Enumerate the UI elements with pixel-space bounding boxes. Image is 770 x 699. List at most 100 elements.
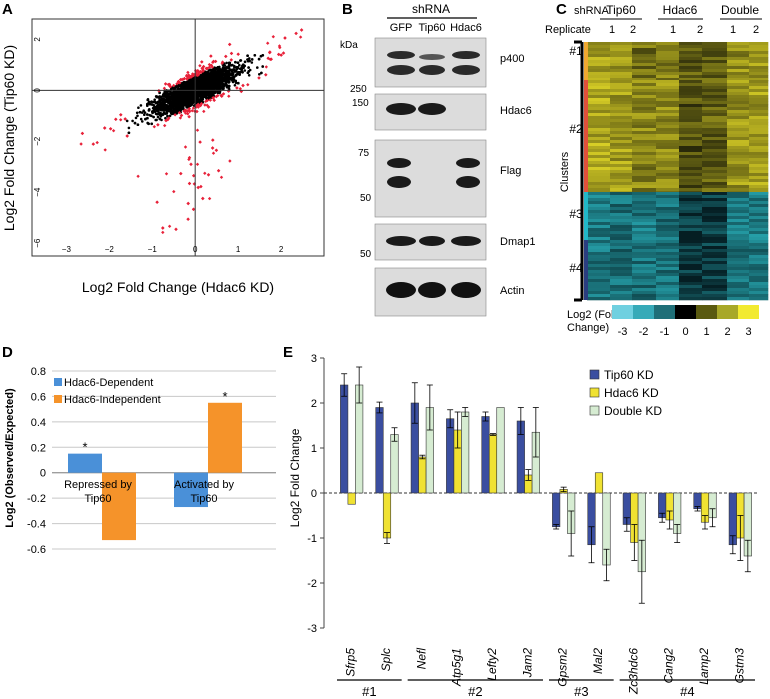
marker-150: 150 bbox=[352, 98, 369, 109]
scatter-point-significant bbox=[187, 115, 191, 119]
heatmap-cell bbox=[587, 140, 611, 144]
heatmap-cell bbox=[749, 113, 769, 117]
heatmap-cell bbox=[610, 182, 633, 186]
blot-label-flag: Flag bbox=[500, 165, 521, 177]
scatter-point bbox=[253, 54, 257, 57]
heatmap-cell bbox=[749, 48, 769, 52]
heatmap-cell bbox=[702, 273, 728, 277]
scatter-point bbox=[186, 104, 189, 107]
scatter-point-significant bbox=[266, 41, 270, 45]
heatmap-cell bbox=[632, 195, 657, 199]
heatmap-cell bbox=[702, 201, 728, 205]
heatmap-cell bbox=[587, 78, 611, 82]
heatmap-cell bbox=[702, 95, 728, 99]
heatmap-cell bbox=[702, 270, 728, 274]
heatmap-cell bbox=[727, 134, 750, 138]
heatmap-cell bbox=[679, 213, 703, 217]
heatmap-cell bbox=[610, 243, 633, 247]
heatmap-cell bbox=[749, 60, 769, 64]
heatmap-cell bbox=[656, 285, 680, 289]
heatmap-cell bbox=[749, 231, 769, 235]
scatter-point bbox=[182, 93, 185, 97]
scatter-point bbox=[165, 112, 169, 115]
heatmap-cell bbox=[632, 95, 657, 99]
heatmap-cell bbox=[610, 288, 633, 292]
heatmap-cell bbox=[749, 152, 769, 156]
heatmap-cell bbox=[610, 92, 633, 96]
replicate-number: 1 bbox=[730, 24, 736, 36]
scatter-point bbox=[187, 101, 191, 104]
heatmap-cell bbox=[679, 228, 703, 232]
heatmap-cell bbox=[656, 219, 680, 223]
heatmap-cell bbox=[587, 119, 611, 123]
heatmap-cell bbox=[587, 222, 611, 226]
heatmap-cell bbox=[749, 149, 769, 153]
heatmap-cell bbox=[679, 264, 703, 268]
cluster-label: #1 bbox=[569, 44, 583, 58]
heatmap-cell bbox=[587, 48, 611, 52]
heatmap-cell bbox=[749, 267, 769, 271]
heatmap-cell bbox=[679, 192, 703, 196]
heatmap-cell bbox=[702, 164, 728, 168]
scatter-point bbox=[141, 120, 144, 123]
heatmap bbox=[584, 42, 769, 301]
scatter-point-significant bbox=[208, 98, 212, 102]
scatter-point bbox=[238, 63, 241, 67]
heatmap-cell bbox=[656, 110, 680, 114]
scatter-point bbox=[220, 75, 224, 79]
heatmap-cell bbox=[749, 225, 769, 229]
scatter-point-significant bbox=[203, 171, 207, 175]
scatter-point bbox=[230, 68, 233, 72]
heatmap-cell bbox=[587, 173, 611, 177]
scatter-point bbox=[180, 84, 183, 87]
scatter-point bbox=[187, 85, 191, 88]
scatter-point-significant bbox=[214, 148, 219, 152]
scatter-point bbox=[230, 64, 233, 67]
scatter-point bbox=[160, 108, 164, 112]
heatmap-cell bbox=[632, 246, 657, 250]
scatter-point-significant bbox=[206, 105, 211, 109]
heatmap-cell bbox=[727, 155, 750, 159]
scatter-point-significant bbox=[268, 50, 272, 55]
heatmap-cell bbox=[632, 131, 657, 135]
heatmap-cell bbox=[632, 252, 657, 256]
heatmap-cell bbox=[702, 54, 728, 58]
heatmap-cell bbox=[632, 261, 657, 265]
heatmap-cell bbox=[727, 288, 750, 292]
heatmap-cell bbox=[610, 264, 633, 268]
group-label-tip60: Tip60 bbox=[606, 3, 636, 17]
heatmap-cell bbox=[679, 86, 703, 90]
heatmap-cell bbox=[727, 42, 750, 46]
panel-a-xlabel: Log2 Fold Change (Hdac6 KD) bbox=[82, 279, 274, 295]
heatmap-cell bbox=[610, 207, 633, 211]
scatter-point bbox=[190, 83, 194, 87]
heatmap-cell bbox=[749, 92, 769, 96]
scatter-point bbox=[184, 83, 187, 87]
scatter-point bbox=[152, 109, 155, 113]
heatmap-cell bbox=[679, 267, 703, 271]
heatmap-cell bbox=[727, 164, 750, 168]
heatmap-cell bbox=[656, 128, 680, 132]
heatmap-cell bbox=[587, 69, 611, 73]
scatter-point-significant bbox=[200, 60, 204, 64]
heatmap-cell bbox=[702, 246, 728, 250]
scatter-point bbox=[205, 80, 208, 83]
heatmap-cell bbox=[749, 173, 769, 177]
scatter-point bbox=[134, 116, 138, 120]
kda-label: kDa bbox=[340, 40, 358, 51]
heatmap-cell bbox=[749, 95, 769, 99]
heatmap-cell bbox=[749, 198, 769, 202]
heatmap-cell bbox=[702, 267, 728, 271]
cluster-color-strip bbox=[584, 80, 588, 192]
heatmap-cell bbox=[587, 207, 611, 211]
heatmap-cell bbox=[656, 122, 680, 126]
legend-swatch bbox=[654, 305, 675, 319]
heatmap-cell bbox=[656, 173, 680, 177]
scatter-point bbox=[164, 91, 168, 95]
x-tick-label: −3 bbox=[62, 245, 72, 254]
heatmap-cell bbox=[679, 222, 703, 226]
heatmap-cell bbox=[702, 51, 728, 55]
scatter-point bbox=[207, 69, 211, 72]
scatter-point-significant bbox=[195, 109, 199, 114]
